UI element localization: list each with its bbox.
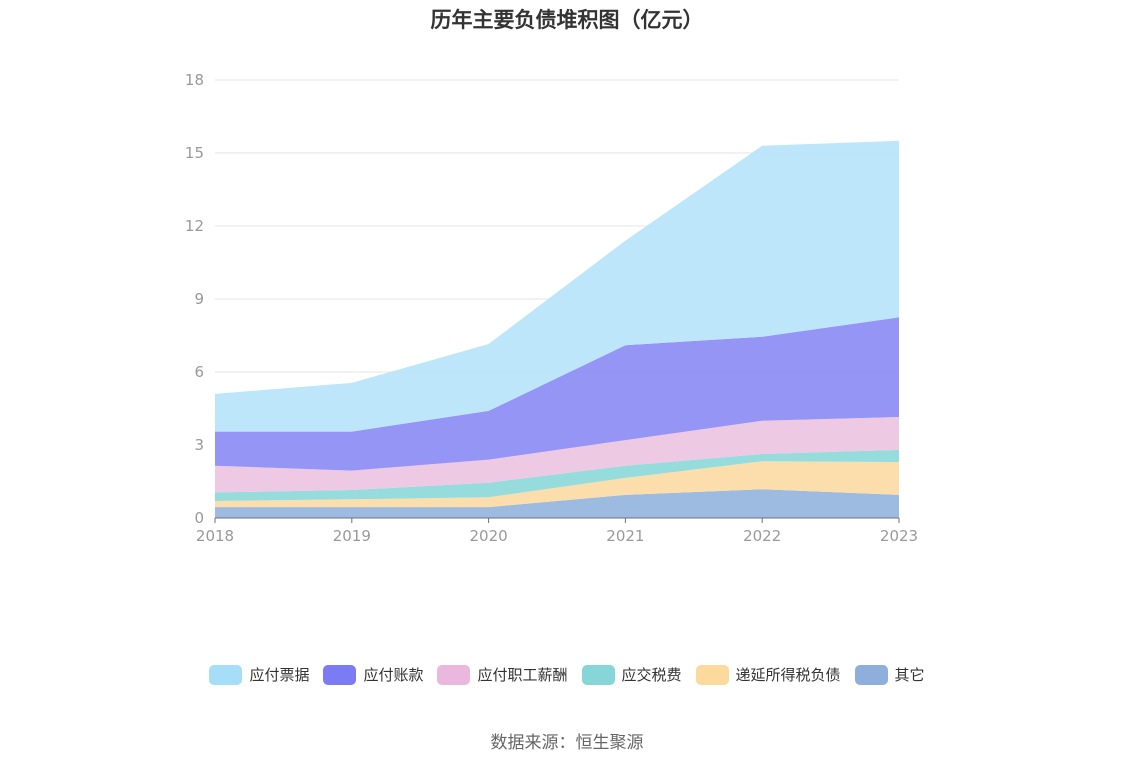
y-tick-label: 9	[194, 290, 204, 308]
x-tick-label: 2020	[470, 527, 508, 545]
area-series-2	[215, 449, 899, 501]
y-tick-label: 12	[185, 217, 204, 235]
area-series-0	[215, 489, 899, 518]
x-tick-label: 2023	[880, 527, 918, 545]
legend-item[interactable]: 其它	[854, 664, 925, 685]
legend-label: 应交税费	[621, 666, 682, 684]
legend-swatch	[854, 664, 888, 685]
legend-item[interactable]: 应交税费	[581, 664, 682, 685]
legend-swatch	[209, 664, 243, 685]
legend-swatch	[437, 664, 471, 685]
y-tick-label: 15	[185, 144, 204, 162]
x-tick-label: 2022	[743, 527, 781, 545]
y-tick-label: 3	[194, 436, 204, 454]
area-series-4	[215, 317, 899, 471]
x-tick-label: 2021	[606, 527, 644, 545]
axis-layer: 0 3 6 9 12 15 18 2018 2019 2020 2021 2022 2023	[185, 71, 918, 545]
area-layer	[215, 140, 899, 518]
legend-label: 应付账款	[363, 666, 424, 684]
legend-label: 应付职工薪酬	[477, 666, 568, 684]
legend-swatch	[581, 664, 615, 685]
stacked-area-chart: 0 3 6 9 12 15 18 2018 2019 2020 2021 2022 2023	[185, 71, 918, 545]
legend: 应付票据 应付账款 应付职工薪酬 应交税费 递延所得税负债 其它	[0, 664, 1134, 685]
legend-item[interactable]: 应付票据	[209, 664, 309, 685]
chart-title: 历年主要负债堆积图（亿元）	[430, 8, 704, 32]
legend-swatch	[323, 664, 357, 685]
legend-label: 其它	[894, 666, 925, 684]
area-series-5	[215, 140, 899, 432]
legend-label: 递延所得税负债	[735, 666, 841, 684]
legend-item[interactable]: 应付账款	[323, 664, 423, 685]
area-series-1	[215, 461, 899, 508]
y-tick-label: 0	[194, 509, 204, 527]
legend-item[interactable]: 递延所得税负债	[695, 664, 841, 685]
legend-item[interactable]: 应付职工薪酬	[437, 664, 568, 685]
x-tick-label: 2019	[333, 527, 371, 545]
y-tick-label: 6	[194, 363, 204, 381]
legend-swatch	[695, 664, 729, 685]
source-note: 数据来源：恒生聚源	[490, 733, 644, 753]
legend-label: 应付票据	[249, 666, 310, 684]
y-tick-label: 18	[185, 71, 204, 89]
area-series-3	[215, 417, 899, 493]
x-tick-label: 2018	[196, 527, 234, 545]
